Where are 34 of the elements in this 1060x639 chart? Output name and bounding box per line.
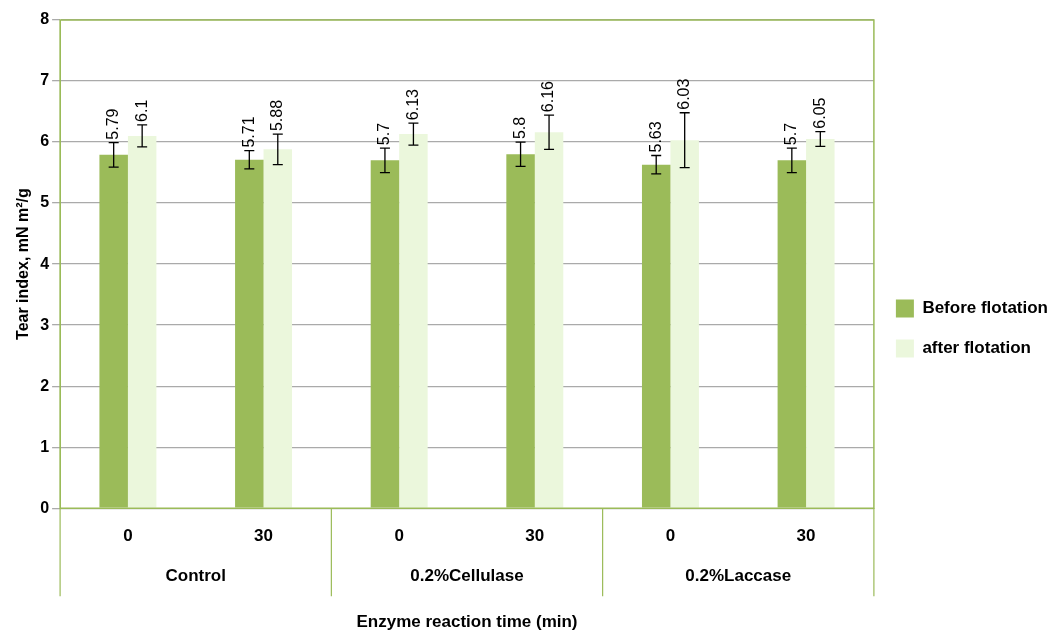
legend-label: Before flotation: [922, 298, 1048, 318]
data-label: 5.8: [510, 116, 528, 140]
y-tick-label: 0: [40, 498, 50, 516]
y-tick-label: 8: [40, 10, 50, 28]
y-tick-label: 6: [40, 132, 50, 150]
y-tick-label: 1: [40, 437, 50, 455]
x-tick-label: 0: [394, 526, 404, 546]
text: 0.2%Laccase: [685, 565, 792, 585]
text: 0.2%Cellulase: [410, 565, 524, 585]
data-label: 5.63: [646, 121, 664, 153]
data-label: 5.79: [104, 108, 122, 140]
data-label: 5.88: [268, 99, 286, 132]
y-tick-label: 2: [40, 376, 50, 394]
data-label: 5.71: [239, 116, 257, 148]
data-label: 5.7: [782, 122, 800, 146]
data-label: 5.7: [375, 122, 393, 146]
x-tick-label: 30: [254, 526, 274, 546]
data-label: 6.03: [675, 78, 693, 110]
legend-label: after flotation: [922, 338, 1031, 358]
x-axis-title: Enzyme reaction time (min): [356, 612, 578, 632]
y-tick-label: 7: [40, 71, 50, 89]
x-tick-label: 30: [796, 526, 816, 546]
x-tick-label: 0: [123, 526, 133, 546]
text: Control: [165, 565, 226, 585]
x-tick-label: 0: [665, 526, 676, 546]
data-label: 6.16: [539, 80, 557, 113]
x-tick-label: 30: [525, 526, 545, 546]
data-label: 6.05: [810, 97, 828, 129]
y-axis-title: Tear index, mN m²/g: [14, 188, 32, 340]
y-tick-label: 4: [40, 254, 50, 272]
data-label: 6.1: [132, 99, 150, 122]
data-label: 6.13: [403, 88, 421, 121]
y-tick-label: 5: [40, 193, 50, 211]
y-tick-label: 3: [40, 315, 50, 333]
